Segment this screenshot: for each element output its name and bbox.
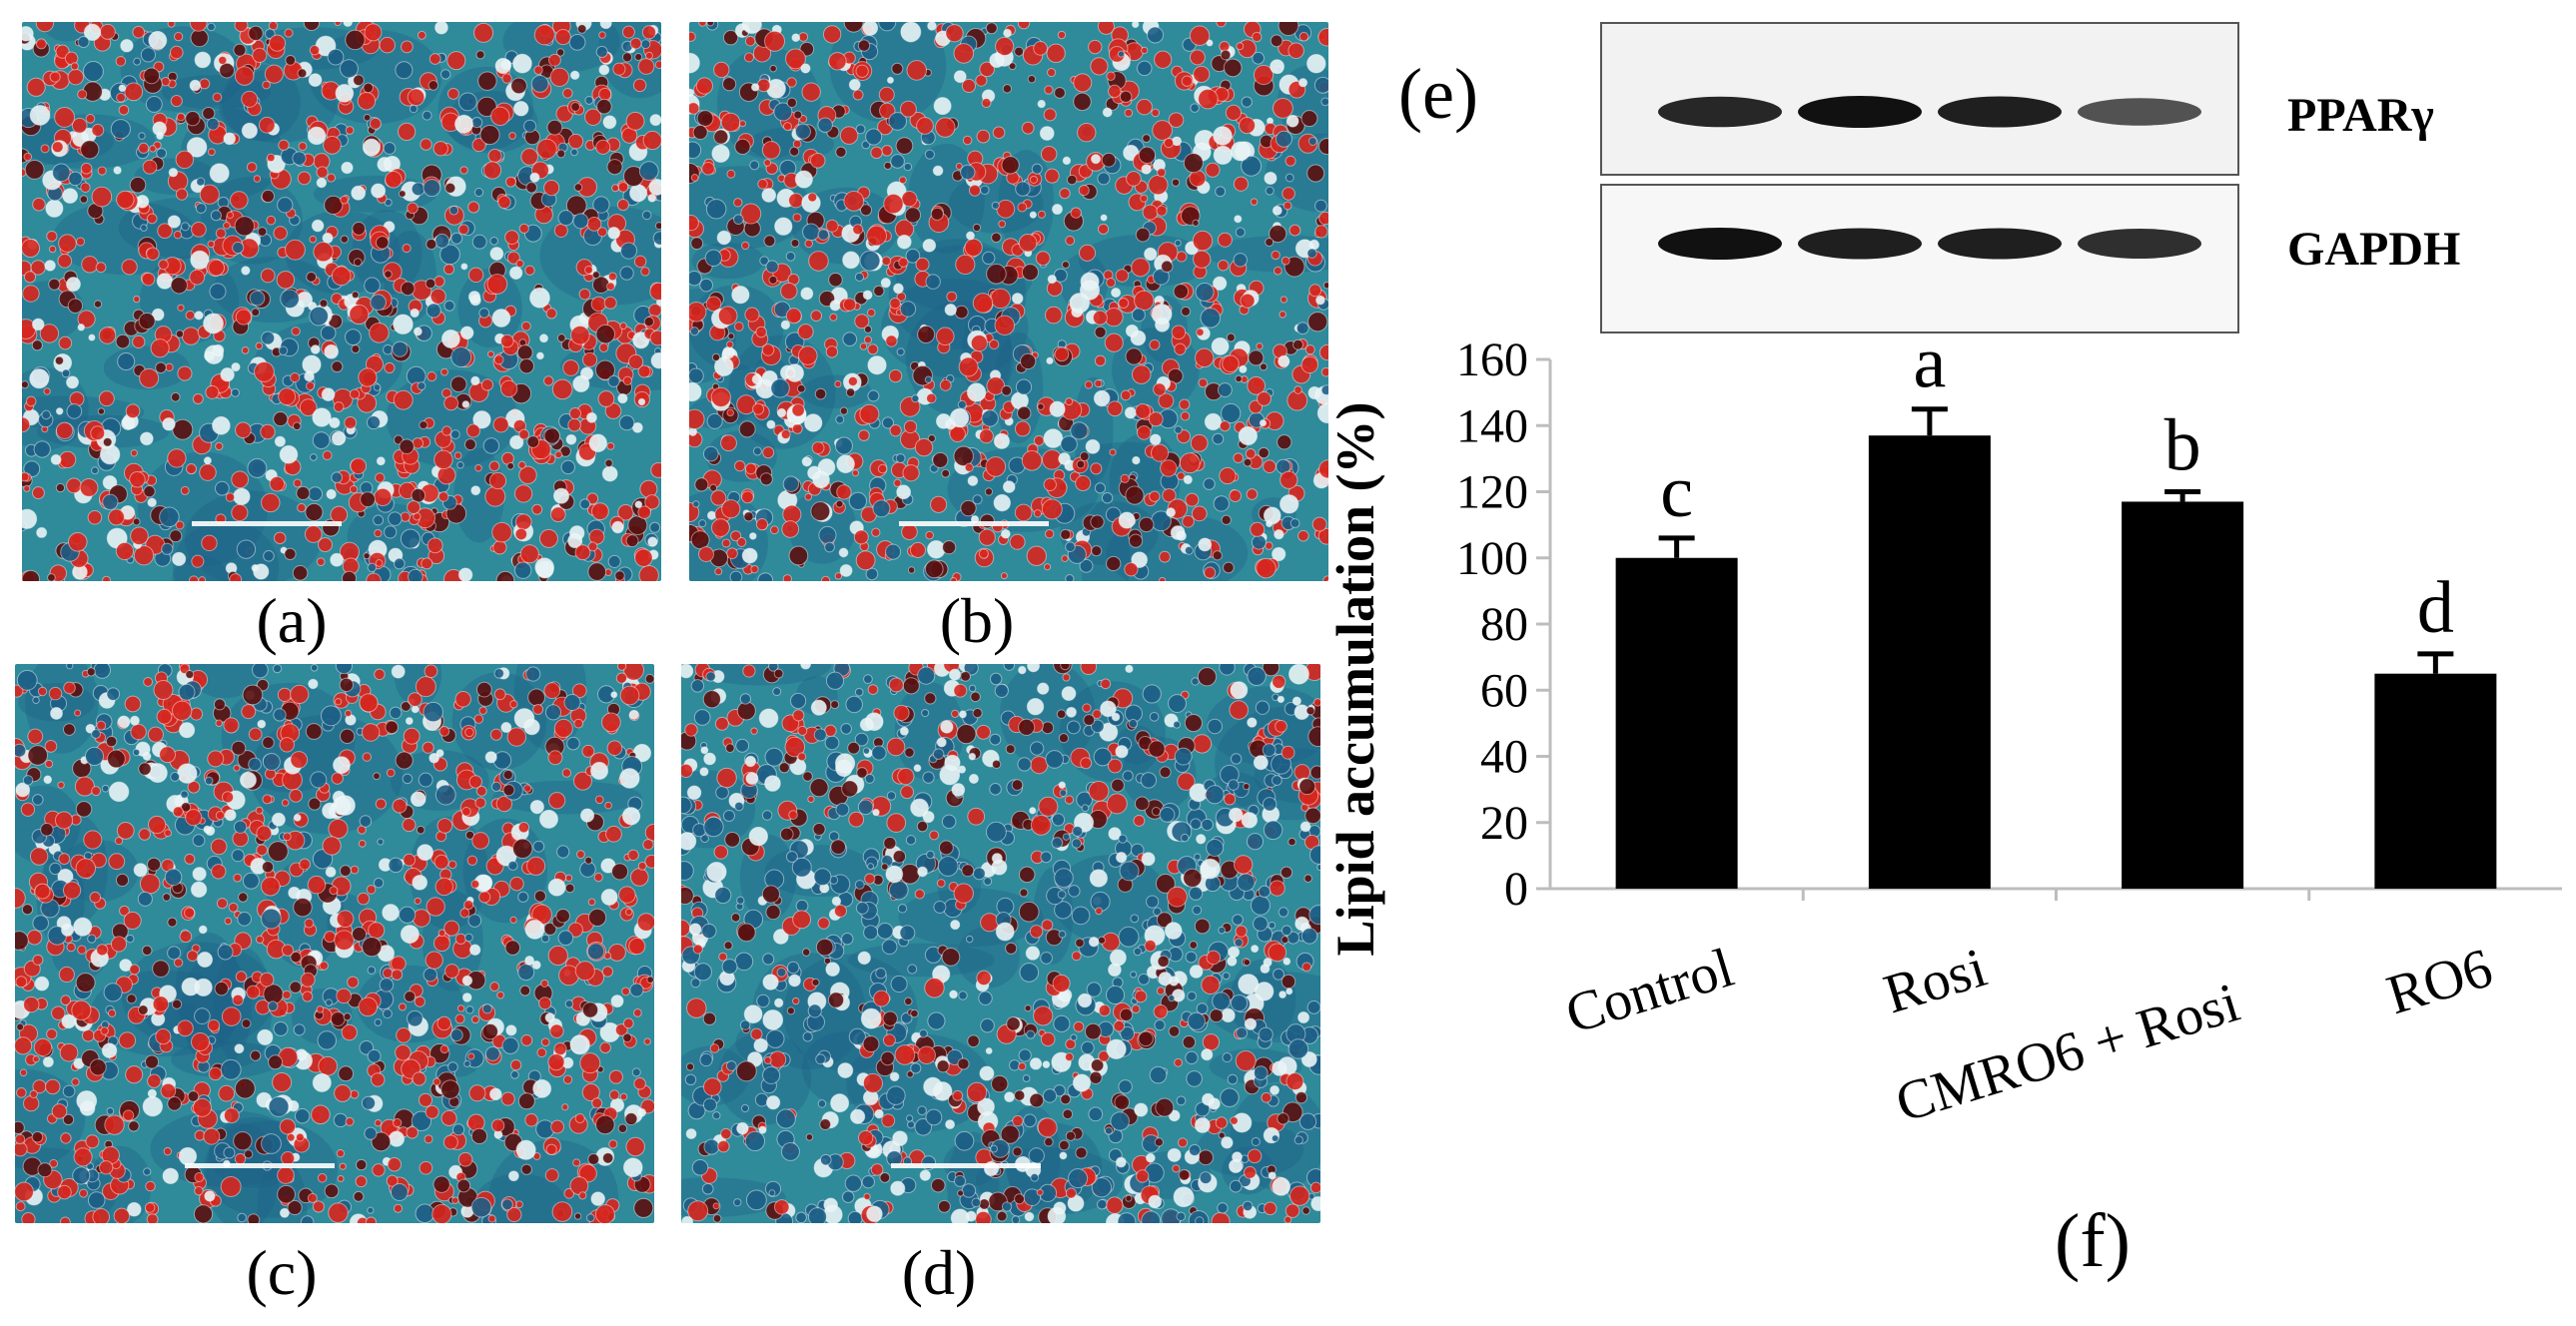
y-tick-label: 20 (1480, 797, 1528, 850)
y-tick-label: 80 (1480, 598, 1528, 651)
significance-letter: b (2164, 405, 2201, 487)
y-tick-label: 0 (1504, 863, 1528, 916)
panel-label-f: (f) (2055, 1199, 2131, 1283)
bar-control (1615, 557, 1738, 889)
blot-band-gapdh-2 (1798, 228, 1922, 260)
bar-rosi (1868, 435, 1991, 889)
micrograph-d (681, 664, 1320, 1223)
y-tick-label: 120 (1456, 466, 1528, 519)
micrograph-c-image (15, 664, 654, 1223)
micrograph-a (22, 22, 661, 581)
panel-label-a: (a) (256, 585, 328, 656)
blot-band-gapdh-1 (1658, 228, 1782, 260)
y-tick-label: 160 (1456, 333, 1528, 386)
y-axis-label: Lipid accumulation (%) (1325, 401, 1385, 956)
y-tick-label: 100 (1456, 532, 1528, 585)
panel-label-b: (b) (939, 585, 1015, 656)
x-tick-label: RO6 (2380, 937, 2499, 1026)
blot-label-pparg: PPARγ (2287, 89, 2434, 142)
bar-cmro6-rosi (2122, 501, 2244, 889)
micrograph-d-image (681, 664, 1320, 1223)
panel-label-c: (c) (246, 1237, 318, 1308)
panel-label-d: (d) (901, 1237, 977, 1308)
blot-band-pparg-3 (1938, 96, 2062, 128)
micrograph-b-image (689, 22, 1328, 581)
x-tick-label: Rosi (1877, 937, 1993, 1025)
panel-label-e: (e) (1398, 54, 1478, 134)
blot-band-pparg-4 (2078, 98, 2201, 126)
y-tick-label: 40 (1480, 731, 1528, 784)
blot-label-gapdh: GAPDH (2287, 223, 2461, 276)
micrograph-b (689, 22, 1328, 581)
y-tick-label: 60 (1480, 664, 1528, 717)
micrograph-c (15, 664, 654, 1223)
blot-band-gapdh-3 (1938, 228, 2062, 260)
micrograph-a-image (22, 22, 661, 581)
blot-band-gapdh-4 (2078, 229, 2201, 259)
blot-band-pparg-2 (1798, 96, 1922, 128)
western-blot (1600, 22, 2239, 333)
blot-band-pparg-1 (1658, 96, 1782, 128)
bar-ro6 (2374, 673, 2497, 889)
y-tick-label: 140 (1456, 399, 1528, 452)
x-tick-label: Control (1559, 937, 1741, 1045)
blot-image (1600, 22, 2239, 333)
significance-letter: a (1913, 323, 1946, 404)
significance-letter: c (1660, 451, 1693, 533)
significance-letter: d (2417, 567, 2454, 649)
